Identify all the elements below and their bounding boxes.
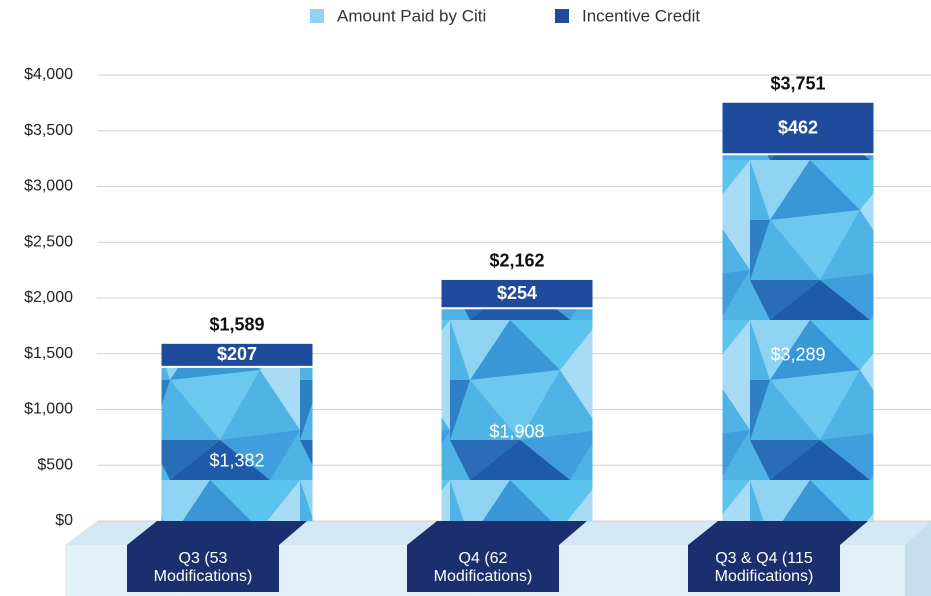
- value-label: $1,908: [489, 421, 544, 441]
- y-tick-label: $1,000: [24, 401, 73, 418]
- bar-segment: [722, 102, 874, 155]
- floor-side: [905, 521, 931, 596]
- bar-segment: [161, 366, 313, 521]
- legend-swatch: [555, 9, 569, 23]
- category-plate: [688, 521, 868, 592]
- y-tick-label: $4,000: [24, 66, 73, 83]
- x-tick-label: Q3 & Q4 (115 Modifications): [714, 550, 814, 585]
- bar-segment: [441, 308, 593, 521]
- bar-segment: [441, 279, 593, 309]
- y-tick-label: $500: [37, 456, 73, 473]
- x-tick-label: Q4 (62 Modifications): [433, 550, 533, 585]
- category-plate: [407, 521, 587, 592]
- value-label: $207: [217, 344, 257, 364]
- value-label: $1,382: [209, 451, 264, 471]
- y-tick-label: $2,500: [24, 233, 73, 250]
- value-label: $254: [497, 283, 537, 303]
- value-label: $462: [778, 117, 818, 137]
- legend-swatch: [310, 9, 324, 23]
- y-tick-label: $3,500: [24, 122, 73, 139]
- y-tick-label: $2,000: [24, 289, 73, 306]
- total-label: $1,589: [209, 315, 264, 335]
- legend-label: Amount Paid by Citi: [337, 6, 486, 25]
- bar-segment: [161, 343, 313, 367]
- value-label: $3,289: [770, 344, 825, 364]
- y-tick-label: $3,000: [24, 178, 73, 195]
- legend-label: Incentive Credit: [582, 6, 700, 25]
- category-plate: [127, 521, 307, 592]
- x-tick-label: Q3 (53 Modifications): [153, 550, 253, 585]
- total-label: $3,751: [770, 74, 825, 94]
- bar-segment: [722, 154, 874, 522]
- total-label: $2,162: [489, 251, 544, 271]
- y-tick-label: $0: [55, 512, 73, 529]
- y-tick-label: $1,500: [24, 345, 73, 362]
